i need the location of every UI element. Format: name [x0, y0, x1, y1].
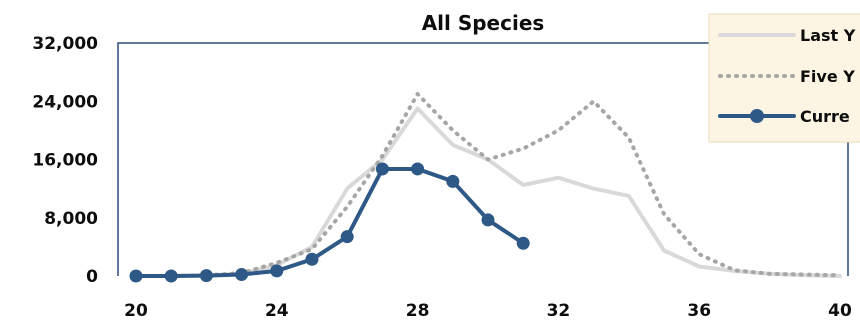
data-point [270, 264, 284, 278]
legend-marker [750, 109, 764, 123]
data-point [305, 252, 319, 266]
data-point [235, 268, 249, 282]
data-point [164, 269, 178, 283]
y-tick-label: 16,000 [32, 151, 98, 171]
series-line-1 [134, 92, 842, 278]
x-tick-label: 40 [828, 301, 852, 321]
data-point [199, 269, 213, 283]
legend-label-1: Five Y [800, 67, 855, 86]
data-point [446, 174, 460, 188]
data-point [129, 269, 143, 283]
y-tick-label: 0 [86, 267, 98, 287]
y-tick-label: 8,000 [44, 209, 98, 229]
data-point [516, 236, 530, 250]
x-tick-label: 28 [406, 301, 430, 321]
data-point [411, 162, 425, 176]
x-tick-label: 20 [124, 301, 148, 321]
data-point [340, 230, 354, 244]
x-tick-label: 24 [265, 301, 289, 321]
data-point [375, 162, 389, 176]
series-line-2 [134, 167, 526, 278]
data-point [481, 213, 495, 227]
x-tick-label: 36 [687, 301, 711, 321]
legend: Last Y Five Y Curre [708, 13, 860, 143]
legend-label-2: Curre [800, 107, 850, 126]
chart-title: All Species [422, 11, 545, 35]
x-tick-label: 32 [547, 301, 571, 321]
legend-label-0: Last Y [800, 26, 856, 45]
y-tick-label: 32,000 [32, 34, 98, 54]
plot-border [117, 42, 849, 276]
y-tick-label: 24,000 [32, 92, 98, 112]
